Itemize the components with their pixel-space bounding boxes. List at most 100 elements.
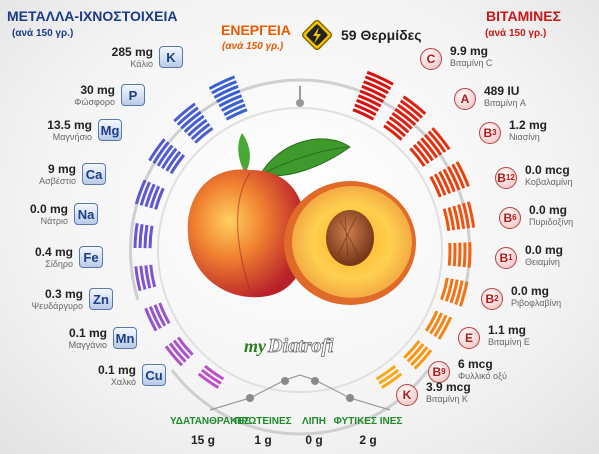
- vitamin-bar-stripe: [429, 312, 443, 335]
- vitamin-bar-stripe: [364, 75, 392, 91]
- vitamin-bar-stripe: [437, 316, 453, 340]
- vitamin-bar-stripe: [356, 98, 380, 112]
- vitamin-bar-stripe: [433, 173, 447, 196]
- mineral-symbol-badge: P: [121, 84, 145, 106]
- mineral-label: Μαγγάνιο: [68, 340, 107, 350]
- mineral-bar-stripe: [176, 106, 199, 126]
- vitamin-bar-stripe: [375, 364, 396, 381]
- vitamin-bar-stripe: [354, 103, 377, 117]
- mineral-label: Νάτριο: [40, 216, 68, 226]
- vitamin-bar-stripe: [444, 278, 454, 302]
- mineral-value: 30 mg: [80, 83, 115, 97]
- mineral-value: 0.4 mg: [34, 245, 73, 259]
- mineral-bar-stripe: [168, 342, 187, 363]
- mineral-bar-stripe: [161, 147, 178, 170]
- mineral-bar-stripe: [220, 98, 244, 112]
- vitamin-bar-stripe: [429, 175, 442, 198]
- vitamin-value: 0.0 mg: [529, 203, 568, 217]
- mineral-bar-stripe: [172, 339, 191, 360]
- vitamin-bar-stripe: [462, 242, 467, 268]
- vitamins-title: ΒΙΤΑΜΙΝΕΣ: [486, 8, 562, 24]
- mineral-label: Φώσφορο: [74, 97, 115, 107]
- mineral-bar-stripe: [197, 372, 220, 389]
- mineral-bar-stripe: [187, 118, 208, 137]
- energy-title: ΕΝΕΡΓΕΙΑ: [221, 22, 291, 38]
- mineral-symbol-badge: Mg: [98, 119, 122, 141]
- vitamin-bar-stripe: [406, 343, 425, 363]
- vitamin-symbol-circle: B 12: [495, 167, 517, 189]
- vitamin-subscript: 12: [505, 173, 515, 182]
- mineral-bar-stripe: [149, 185, 161, 209]
- mineral-bar-stripe: [144, 183, 156, 208]
- vitamins-subtitle: (ανά 150 γρ.): [485, 28, 547, 39]
- vitamin-bar-stripe: [467, 242, 472, 268]
- mineral-value: 9 mg: [47, 162, 76, 176]
- mineral-bar-stripe: [158, 302, 171, 325]
- vitamin-value: 489 IU: [484, 84, 520, 98]
- vitamin-symbol: B: [503, 211, 513, 225]
- vitamin-bar-stripe: [403, 340, 421, 359]
- macro-value: 2 g: [359, 433, 377, 447]
- macro-label: ΛΙΠΗ: [302, 416, 326, 427]
- vitamin-bar-stripe: [454, 280, 464, 305]
- vitamin-bar-stripe: [352, 108, 375, 121]
- vitamin-value: 0.0 mg: [525, 243, 564, 257]
- vitamin-value: 3.9 mcg: [426, 380, 471, 394]
- mineral-bar-stripe: [134, 179, 147, 205]
- vitamin-bar-stripe: [433, 314, 448, 338]
- mineral-bar-stripe: [216, 89, 241, 104]
- vitamin-symbol: A: [460, 92, 470, 106]
- mineral-bar-stripe: [154, 187, 165, 210]
- mineral-bar-stripe: [200, 368, 222, 385]
- vitamin-bar-stripe: [457, 242, 462, 267]
- vitamin-subscript: 6: [512, 213, 517, 222]
- vitamin-symbol-circle: A: [454, 88, 476, 110]
- vitamin-bar-stripe: [361, 84, 387, 99]
- mineral-symbol-badge: Mn: [113, 327, 137, 349]
- mydiatrofi-logo: my Diatrofi: [242, 330, 362, 358]
- vitamin-bar-stripe: [452, 205, 461, 230]
- vitamin-label: Βιταμίνη C: [450, 58, 493, 68]
- mineral-bar-stripe: [204, 364, 225, 381]
- mineral-bar-stripe: [148, 138, 166, 162]
- mineral-bar-stripe: [148, 306, 162, 330]
- mineral-bar-stripe: [208, 75, 236, 91]
- vitamin-subscript: 1: [508, 253, 513, 262]
- energy-subtitle: (ανά 150 γρ.): [222, 41, 284, 52]
- mineral-bar-stripe: [143, 224, 149, 249]
- vitamin-bar-stripe: [420, 137, 438, 159]
- mineral-value: 0.1 mg: [68, 326, 107, 340]
- vitamin-label: Θειαμίνη: [525, 257, 560, 267]
- macro-value: 0 g: [305, 433, 323, 447]
- macro-value: 1 g: [254, 433, 272, 447]
- mineral-symbol-badge: Fe: [79, 246, 103, 268]
- vitamin-bar-stripe: [402, 95, 427, 116]
- vitamin-bar-stripe: [423, 133, 443, 156]
- vitamin-bar-stripe: [391, 112, 413, 130]
- peach-illustration: [187, 133, 416, 305]
- vitamin-value: 0.0 mcg: [525, 163, 570, 177]
- mineral-bar-stripe: [225, 108, 248, 121]
- vitamin-value: 9.9 mg: [450, 44, 489, 58]
- vitamin-bar-stripe: [425, 310, 439, 332]
- vitamin-value: 1.2 mg: [509, 118, 548, 132]
- mineral-bar-stripe: [190, 122, 211, 141]
- svg-text:Diatrofi: Diatrofi: [267, 335, 334, 357]
- macro-value: 15 g: [190, 433, 215, 447]
- mineral-bar-stripe: [149, 264, 157, 288]
- vitamin-symbol-circle: K: [396, 384, 418, 406]
- mineral-bar-stripe: [134, 266, 142, 292]
- vitamin-value: 1.1 mg: [488, 323, 527, 337]
- vitamin-symbol: B: [432, 365, 442, 379]
- vitamin-label: Νιασίνη: [509, 132, 540, 142]
- mineral-label: Χαλκό: [110, 377, 136, 387]
- mineral-bar-stripe: [183, 114, 205, 133]
- mineral-bar-stripe: [139, 181, 151, 206]
- vitamin-bar-stripe: [388, 116, 410, 134]
- mineral-value: 0.0 mg: [29, 202, 68, 216]
- mineral-label: Μαγνήσιο: [52, 132, 92, 142]
